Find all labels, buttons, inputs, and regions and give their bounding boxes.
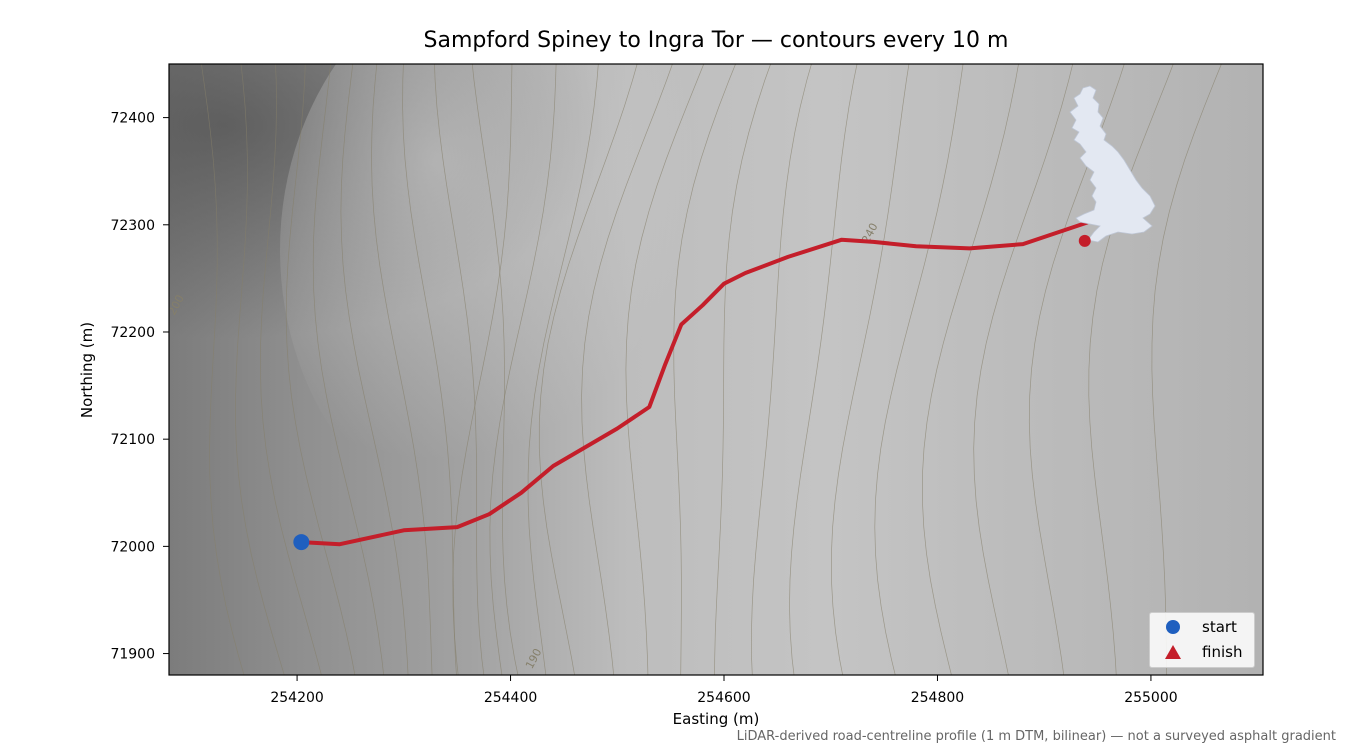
contour-line [201, 64, 245, 675]
contour-lines [201, 64, 1222, 675]
contour-line [625, 64, 705, 675]
contour-line [789, 64, 858, 675]
legend-label-start: start [1202, 618, 1237, 636]
x-tick-label: 254400 [484, 690, 537, 706]
y-axis-ticks: 71900 72000 72100 72200 72300 72400 [110, 111, 169, 663]
y-tick-label: 72000 [110, 539, 155, 555]
legend: start finish [1149, 612, 1255, 668]
contour-line [489, 64, 557, 675]
contour-line [434, 64, 485, 675]
legend-item-finish: finish [1164, 641, 1242, 663]
contour-line [402, 64, 457, 675]
y-tick-label: 72400 [110, 111, 155, 127]
footnote: LiDAR-derived road-centreline profile (1… [736, 729, 1336, 744]
y-tick-label: 72100 [110, 432, 155, 448]
contour-line [452, 64, 513, 675]
x-tick-label: 254600 [697, 690, 750, 706]
x-tick-label: 254200 [270, 690, 323, 706]
x-axis-label: Easting (m) [672, 710, 760, 728]
legend-label-finish: finish [1202, 643, 1243, 661]
contour-line [973, 64, 1074, 675]
y-tick-label: 72300 [110, 218, 155, 234]
contour-line [581, 64, 673, 675]
contour-line [751, 64, 812, 675]
contour-line [831, 64, 910, 675]
great-britain-inset-map [1069, 85, 1156, 247]
start-marker [293, 534, 310, 551]
contour-line [874, 64, 964, 675]
start-circle-icon [1164, 620, 1182, 634]
contour-line [922, 64, 1019, 675]
contour-line [371, 64, 433, 675]
legend-item-start: start [1164, 616, 1237, 638]
y-axis-label: Northing (m) [78, 321, 96, 419]
inset-locator-dot [1078, 234, 1091, 247]
y-tick-label: 71900 [110, 647, 155, 663]
finish-triangle-icon [1164, 645, 1182, 659]
contour-line [1151, 64, 1222, 675]
contour-line [673, 64, 736, 675]
contour-line [1088, 64, 1174, 675]
contour-line [538, 64, 638, 675]
x-axis-ticks: 254200 254400 254600 254800 255000 [270, 675, 1178, 706]
contour-line [260, 64, 322, 675]
contour-line [527, 64, 599, 675]
y-tick-label: 72200 [110, 325, 155, 341]
plot-frame [168, 63, 1264, 676]
contour-line [714, 64, 771, 675]
contour-line [235, 64, 285, 675]
contour-line [312, 64, 385, 675]
contour-line [471, 64, 519, 675]
contour-line [340, 64, 409, 675]
x-tick-label: 254800 [911, 690, 964, 706]
route-line [299, 220, 1089, 547]
map-title: Sampford Spiney to Ingra Tor — contours … [423, 28, 1009, 53]
contour-line [285, 64, 356, 675]
x-tick-label: 255000 [1124, 690, 1177, 706]
